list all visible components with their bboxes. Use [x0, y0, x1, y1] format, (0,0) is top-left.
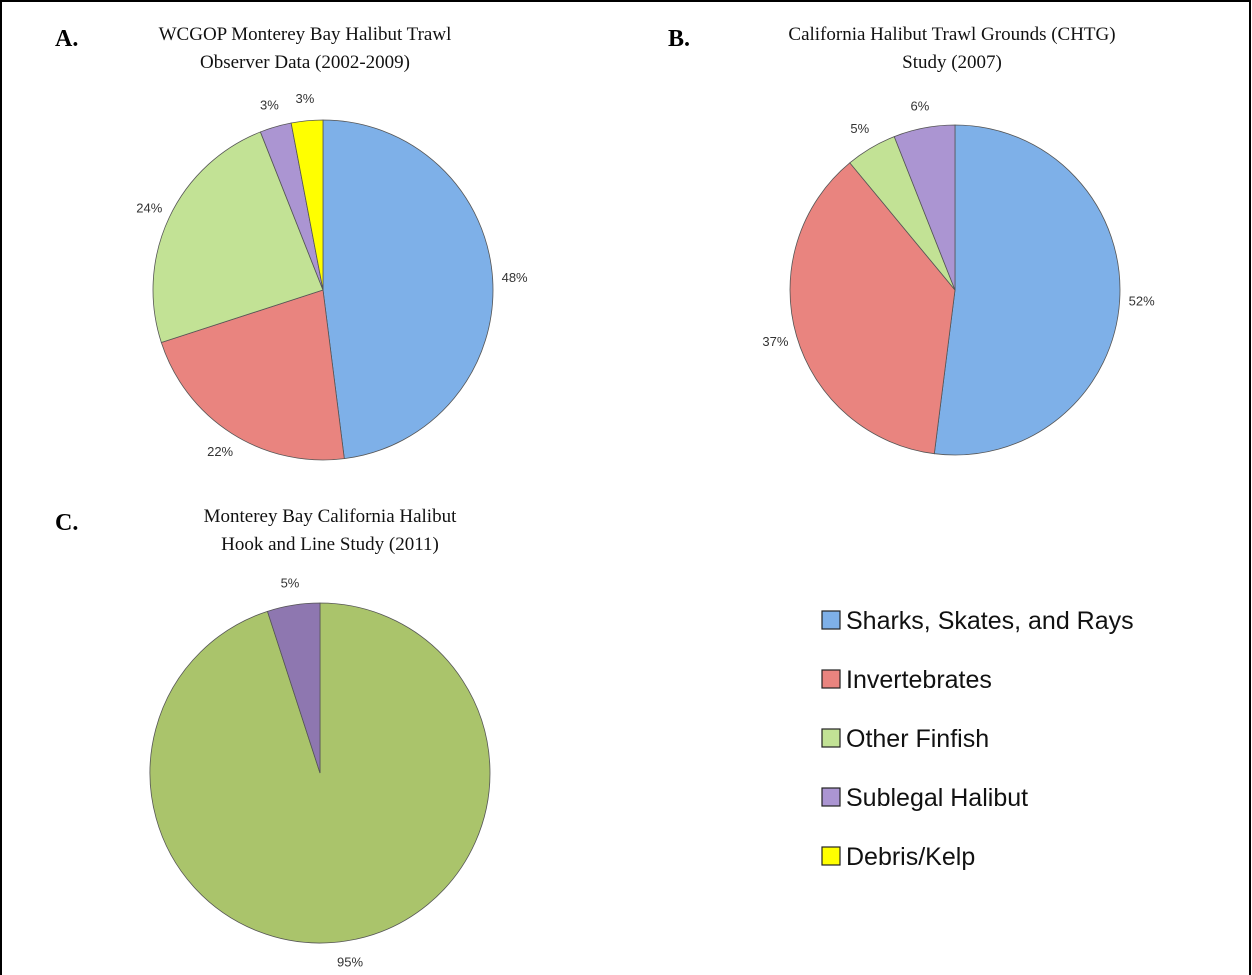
data-label: 6% [911, 98, 930, 113]
pie-slice [933, 124, 1121, 456]
chart-title: WCGOP Monterey Bay Halibut Trawl [159, 24, 452, 45]
data-label: 95% [337, 955, 363, 970]
data-label: 24% [136, 200, 162, 215]
pie-slice [893, 124, 956, 291]
pie-slice [789, 162, 956, 455]
data-label: 5% [850, 121, 869, 136]
data-label: 37% [762, 334, 788, 349]
legend-swatch [821, 669, 841, 689]
legend-swatch [821, 787, 841, 807]
data-label: 52% [1129, 294, 1155, 309]
panel-label: A. [55, 26, 78, 52]
chart-title: Hook and Line Study (2011) [221, 534, 439, 555]
legend-label: Other Finfish [846, 725, 989, 753]
chart-title: California Halibut Trawl Grounds (CHTG) [788, 24, 1115, 45]
legend-swatch [821, 728, 841, 748]
data-label: 5% [281, 575, 300, 590]
pie-slice [290, 119, 324, 291]
panel-label: C. [55, 510, 78, 536]
data-label: 3% [296, 91, 315, 106]
pie-slice [322, 119, 494, 460]
chart-title: Observer Data (2002-2009) [200, 52, 410, 73]
data-label: 3% [260, 98, 279, 113]
legend-swatch [821, 610, 841, 630]
chart-title: Study (2007) [902, 52, 1002, 73]
legend-label: Invertebrates [846, 666, 992, 694]
data-label: 22% [207, 444, 233, 459]
legend-swatch [821, 846, 841, 866]
legend-label: Sharks, Skates, and Rays [846, 607, 1134, 635]
pie-slice [160, 289, 345, 461]
pie-slice [266, 602, 321, 774]
legend-label: Sublegal Halibut [846, 784, 1028, 812]
legend-label: Debris/Kelp [846, 843, 975, 871]
data-label: 48% [502, 270, 528, 285]
panel-label: B. [668, 26, 690, 52]
pie-slice [152, 131, 324, 344]
chart-title: Monterey Bay California Halibut [204, 506, 457, 527]
pie-slice [149, 602, 491, 944]
